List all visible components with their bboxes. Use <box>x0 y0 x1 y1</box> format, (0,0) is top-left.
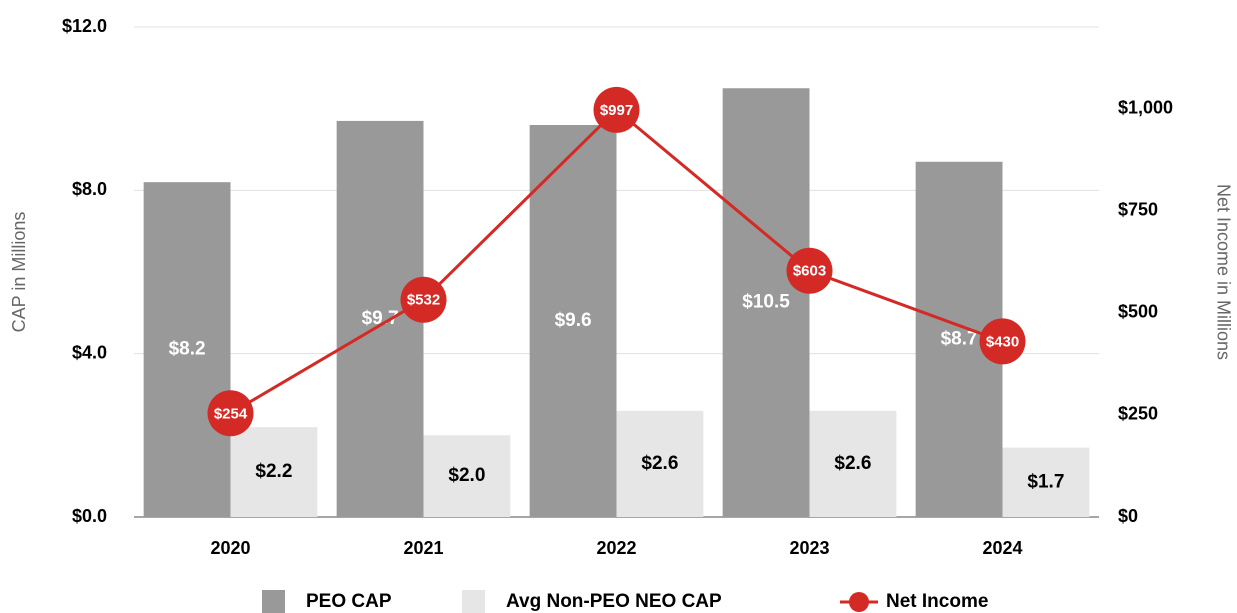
data-label: $254 <box>214 405 248 422</box>
x-tick-label: 2022 <box>596 538 636 558</box>
line-marker <box>979 318 1026 365</box>
legend-swatch <box>462 590 485 613</box>
line-marker <box>207 390 254 437</box>
bar <box>809 410 897 517</box>
y-tick-label: $0.0 <box>72 506 107 526</box>
bar <box>336 120 424 518</box>
x-tick-label: 2024 <box>982 538 1022 558</box>
bar <box>230 427 318 517</box>
line-marker <box>786 247 833 294</box>
data-label: $8.7 <box>941 328 978 349</box>
x-tick-label: 2021 <box>403 538 443 558</box>
data-label: $9.6 <box>555 310 592 331</box>
data-label: $997 <box>600 102 633 119</box>
x-tick-label: 2023 <box>789 538 829 558</box>
data-label: $603 <box>793 263 826 280</box>
data-label: $2.6 <box>834 453 871 474</box>
y-axis-title: CAP in Millions <box>9 212 29 333</box>
data-label: $1.7 <box>1027 471 1064 492</box>
bar <box>529 125 617 517</box>
data-label: $430 <box>986 333 1019 350</box>
data-label: $532 <box>407 292 440 309</box>
data-label: $2.0 <box>448 465 485 486</box>
y2-tick-label: $1,000 <box>1118 97 1173 117</box>
line-marker <box>400 276 447 323</box>
data-label: $2.6 <box>641 453 678 474</box>
y2-tick-label: $0 <box>1118 506 1138 526</box>
legend-label: PEO CAP <box>306 591 392 612</box>
y2-tick-label: $750 <box>1118 200 1158 220</box>
y2-axis-title: Net Income in Millions <box>1213 184 1233 360</box>
data-label: $2.2 <box>255 461 292 482</box>
legend-label: Avg Non-PEO NEO CAP <box>506 591 722 612</box>
legend-marker <box>849 592 869 612</box>
bar <box>1002 447 1090 517</box>
x-tick-label: 2020 <box>210 538 250 558</box>
y2-tick-label: $250 <box>1118 404 1158 424</box>
bar <box>143 182 231 517</box>
bar <box>616 410 704 517</box>
y-tick-label: $4.0 <box>72 342 107 362</box>
legend-swatch <box>262 590 285 613</box>
y2-tick-label: $500 <box>1118 302 1158 322</box>
bar <box>423 435 511 517</box>
data-label: $9.7 <box>362 308 399 329</box>
line-marker <box>593 86 640 133</box>
bar <box>722 88 810 517</box>
data-label: $10.5 <box>742 292 790 313</box>
y-tick-label: $8.0 <box>72 179 107 199</box>
legend-label: Net Income <box>886 591 988 612</box>
data-label: $8.2 <box>169 339 206 360</box>
y-tick-label: $12.0 <box>62 16 107 36</box>
